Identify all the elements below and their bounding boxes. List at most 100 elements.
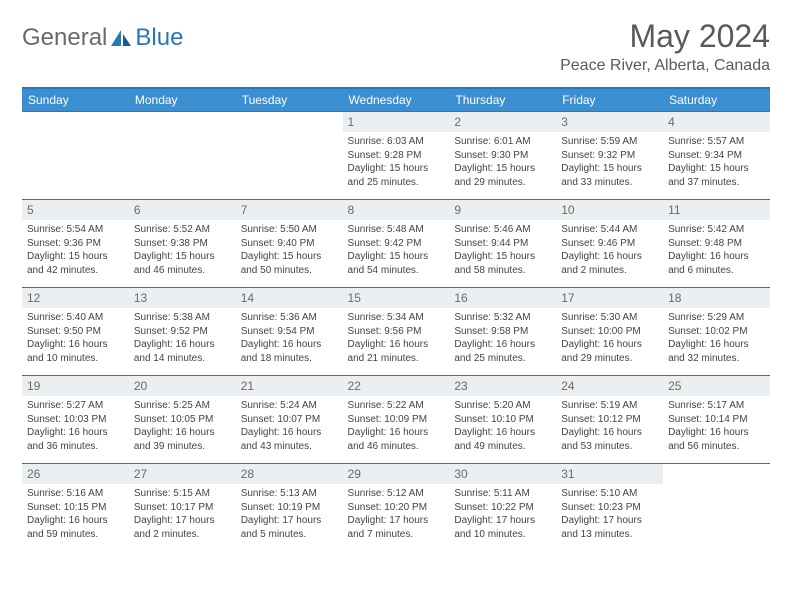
sunset-text: Sunset: 10:20 PM [348,501,445,515]
day-number: 20 [129,376,236,396]
daylight-text: Daylight: 15 hours and 50 minutes. [241,250,338,277]
sunset-text: Sunset: 10:12 PM [561,413,658,427]
day-details: Sunrise: 5:10 AMSunset: 10:23 PMDaylight… [556,484,663,545]
sunrise-text: Sunrise: 6:03 AM [348,135,445,149]
sunrise-text: Sunrise: 5:42 AM [668,223,765,237]
sunset-text: Sunset: 9:42 PM [348,237,445,251]
sunset-text: Sunset: 9:58 PM [454,325,551,339]
daylight-text: Daylight: 17 hours and 7 minutes. [348,514,445,541]
day-number: 1 [343,112,450,132]
day-number: 28 [236,464,343,484]
sail-icon [111,30,133,46]
daylight-text: Daylight: 15 hours and 46 minutes. [134,250,231,277]
daylight-text: Daylight: 16 hours and 39 minutes. [134,426,231,453]
sunset-text: Sunset: 9:32 PM [561,149,658,163]
day-details: Sunrise: 5:29 AMSunset: 10:02 PMDaylight… [663,308,770,369]
daylight-text: Daylight: 16 hours and 32 minutes. [668,338,765,365]
day-number: 23 [449,376,556,396]
daylight-text: Daylight: 16 hours and 18 minutes. [241,338,338,365]
sunset-text: Sunset: 10:00 PM [561,325,658,339]
sunset-text: Sunset: 9:50 PM [27,325,124,339]
day-details: Sunrise: 5:34 AMSunset: 9:56 PMDaylight:… [343,308,450,369]
weekday-header-row: SundayMondayTuesdayWednesdayThursdayFrid… [22,88,770,112]
day-details: Sunrise: 5:46 AMSunset: 9:44 PMDaylight:… [449,220,556,281]
sunrise-text: Sunrise: 5:36 AM [241,311,338,325]
daylight-text: Daylight: 15 hours and 54 minutes. [348,250,445,277]
day-number: 8 [343,200,450,220]
sunrise-text: Sunrise: 5:15 AM [134,487,231,501]
sunset-text: Sunset: 10:05 PM [134,413,231,427]
daylight-text: Daylight: 16 hours and 2 minutes. [561,250,658,277]
daylight-text: Daylight: 17 hours and 2 minutes. [134,514,231,541]
calendar-cell: 10Sunrise: 5:44 AMSunset: 9:46 PMDayligh… [556,200,663,288]
day-number: 2 [449,112,556,132]
sunset-text: Sunset: 10:15 PM [27,501,124,515]
sunset-text: Sunset: 9:34 PM [668,149,765,163]
page-header: General Blue May 2024 Peace River, Alber… [22,18,770,75]
sunset-text: Sunset: 9:46 PM [561,237,658,251]
weekday-header: Friday [556,88,663,112]
sunset-text: Sunset: 9:30 PM [454,149,551,163]
weekday-header: Sunday [22,88,129,112]
calendar-table: SundayMondayTuesdayWednesdayThursdayFrid… [22,87,770,552]
title-block: May 2024 Peace River, Alberta, Canada [560,18,770,75]
sunrise-text: Sunrise: 5:27 AM [27,399,124,413]
sunset-text: Sunset: 9:36 PM [27,237,124,251]
calendar-cell: 5Sunrise: 5:54 AMSunset: 9:36 PMDaylight… [22,200,129,288]
sunrise-text: Sunrise: 5:50 AM [241,223,338,237]
day-number: 14 [236,288,343,308]
calendar-cell: 22Sunrise: 5:22 AMSunset: 10:09 PMDaylig… [343,376,450,464]
sunrise-text: Sunrise: 5:46 AM [454,223,551,237]
day-details: Sunrise: 5:30 AMSunset: 10:00 PMDaylight… [556,308,663,369]
sunrise-text: Sunrise: 6:01 AM [454,135,551,149]
day-details: Sunrise: 5:17 AMSunset: 10:14 PMDaylight… [663,396,770,457]
daylight-text: Daylight: 15 hours and 37 minutes. [668,162,765,189]
daylight-text: Daylight: 17 hours and 13 minutes. [561,514,658,541]
day-details: Sunrise: 5:13 AMSunset: 10:19 PMDaylight… [236,484,343,545]
daylight-text: Daylight: 15 hours and 33 minutes. [561,162,658,189]
calendar-cell: 30Sunrise: 5:11 AMSunset: 10:22 PMDaylig… [449,464,556,552]
sunset-text: Sunset: 10:10 PM [454,413,551,427]
sunrise-text: Sunrise: 5:34 AM [348,311,445,325]
calendar-cell: 26Sunrise: 5:16 AMSunset: 10:15 PMDaylig… [22,464,129,552]
day-number: 16 [449,288,556,308]
calendar-week-row: 26Sunrise: 5:16 AMSunset: 10:15 PMDaylig… [22,464,770,552]
sunrise-text: Sunrise: 5:12 AM [348,487,445,501]
day-number: 31 [556,464,663,484]
day-number: 5 [22,200,129,220]
day-number: 12 [22,288,129,308]
day-number: 3 [556,112,663,132]
daylight-text: Daylight: 16 hours and 43 minutes. [241,426,338,453]
day-details: Sunrise: 5:36 AMSunset: 9:54 PMDaylight:… [236,308,343,369]
day-number: 27 [129,464,236,484]
weekday-header: Tuesday [236,88,343,112]
daylight-text: Daylight: 16 hours and 21 minutes. [348,338,445,365]
day-details: Sunrise: 5:19 AMSunset: 10:12 PMDaylight… [556,396,663,457]
sunset-text: Sunset: 9:48 PM [668,237,765,251]
sunrise-text: Sunrise: 5:32 AM [454,311,551,325]
day-details: Sunrise: 5:24 AMSunset: 10:07 PMDaylight… [236,396,343,457]
day-number: 13 [129,288,236,308]
day-number: 18 [663,288,770,308]
day-details: Sunrise: 5:25 AMSunset: 10:05 PMDaylight… [129,396,236,457]
calendar-cell: 18Sunrise: 5:29 AMSunset: 10:02 PMDaylig… [663,288,770,376]
sunrise-text: Sunrise: 5:13 AM [241,487,338,501]
day-number: 15 [343,288,450,308]
day-details: Sunrise: 5:42 AMSunset: 9:48 PMDaylight:… [663,220,770,281]
sunset-text: Sunset: 10:19 PM [241,501,338,515]
day-number: 25 [663,376,770,396]
calendar-cell: 17Sunrise: 5:30 AMSunset: 10:00 PMDaylig… [556,288,663,376]
sunrise-text: Sunrise: 5:30 AM [561,311,658,325]
day-details: Sunrise: 5:22 AMSunset: 10:09 PMDaylight… [343,396,450,457]
sunset-text: Sunset: 10:22 PM [454,501,551,515]
calendar-cell: 11Sunrise: 5:42 AMSunset: 9:48 PMDayligh… [663,200,770,288]
day-details: Sunrise: 5:52 AMSunset: 9:38 PMDaylight:… [129,220,236,281]
sunrise-text: Sunrise: 5:54 AM [27,223,124,237]
daylight-text: Daylight: 17 hours and 10 minutes. [454,514,551,541]
calendar-cell: 4Sunrise: 5:57 AMSunset: 9:34 PMDaylight… [663,112,770,200]
sunrise-text: Sunrise: 5:57 AM [668,135,765,149]
sunrise-text: Sunrise: 5:24 AM [241,399,338,413]
calendar-cell: 7Sunrise: 5:50 AMSunset: 9:40 PMDaylight… [236,200,343,288]
day-details: Sunrise: 5:12 AMSunset: 10:20 PMDaylight… [343,484,450,545]
sunrise-text: Sunrise: 5:17 AM [668,399,765,413]
